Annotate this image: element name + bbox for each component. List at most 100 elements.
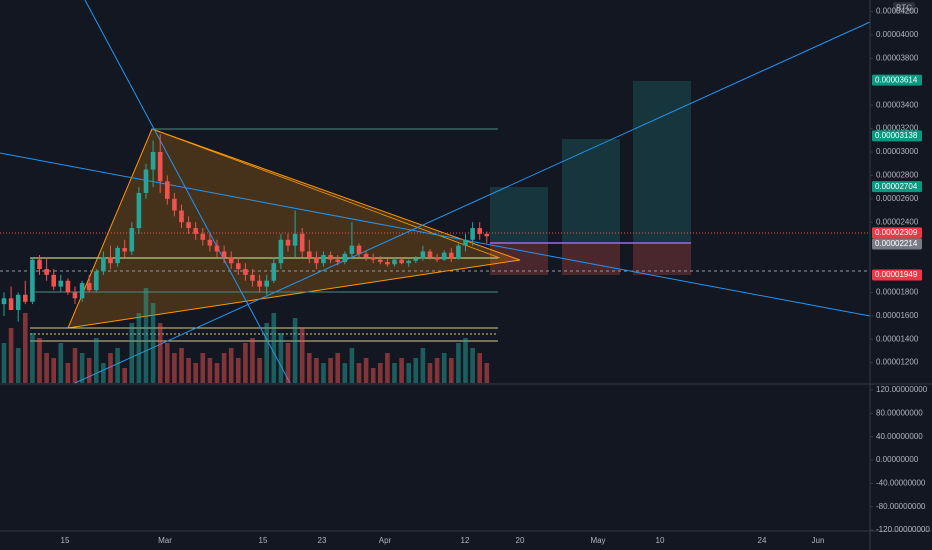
y-tick-label: 0.00004200 [876, 7, 919, 16]
volume-bar [1, 343, 7, 383]
candle-body [150, 152, 156, 170]
y-tick-label: 0.00001600 [876, 311, 919, 320]
price-label: 0.00001949 [875, 270, 918, 279]
candle-body [179, 210, 184, 223]
volume-bar [122, 368, 127, 383]
volume-bar [65, 363, 71, 383]
candle-body [427, 251, 433, 258]
candle-body [434, 257, 440, 260]
candle-body [484, 233, 490, 237]
volume-bar [257, 358, 262, 383]
candle-body [115, 247, 120, 264]
volume-bar [285, 343, 291, 383]
candle-body [406, 260, 411, 264]
y2-tick-label: 40.00000000 [876, 432, 923, 441]
x-tick-label: Mar [158, 536, 172, 545]
volume-bar [179, 348, 184, 383]
candle-body [94, 271, 99, 291]
price-label-bg [872, 181, 922, 193]
candle-body [214, 245, 220, 252]
candle-body [335, 259, 340, 263]
volume-bar [321, 363, 326, 383]
candle-body [392, 259, 397, 265]
volume-bar [278, 333, 284, 383]
volume-bar [441, 353, 447, 383]
volume-bar [370, 368, 376, 383]
volume-bar [136, 313, 142, 383]
stop-zone [633, 243, 691, 275]
volume-bar [470, 348, 475, 383]
volume-bar [143, 288, 149, 383]
volume-bar [484, 363, 490, 383]
volume-bar [363, 358, 369, 383]
volume-bar [406, 363, 411, 383]
volume-bar [207, 358, 213, 383]
stop-zone [490, 243, 548, 275]
candle-body [299, 233, 305, 252]
volume-bar [94, 338, 99, 383]
y-tick-label: 0.00002600 [876, 194, 919, 203]
volume-bar [420, 348, 426, 383]
x-tick-label: 23 [318, 536, 327, 545]
volume-bar [271, 313, 277, 383]
volume-bar [463, 338, 468, 383]
y2-tick-label: 0.00000000 [876, 455, 919, 464]
x-tick-label: Apr [379, 536, 392, 545]
candle-body [307, 251, 312, 258]
candle-body [15, 294, 21, 310]
candle-body [420, 251, 426, 259]
candle-body [108, 257, 113, 264]
volume-bar [292, 318, 298, 383]
candle-body [207, 239, 213, 246]
volume-bar [23, 313, 28, 383]
candle-body [271, 263, 277, 281]
candle-body [321, 254, 326, 264]
volume-bar [342, 363, 348, 383]
volume-bar [250, 338, 255, 383]
volume-bar [378, 363, 383, 383]
candle-body [314, 257, 319, 264]
price-label-bg [872, 238, 922, 250]
volume-bar [51, 358, 56, 383]
volume-bar [356, 363, 362, 383]
candle-body [363, 253, 369, 258]
y-tick-label: 0.00003400 [876, 100, 919, 109]
volume-bar [101, 363, 106, 383]
volume-bar [58, 343, 64, 383]
candle-body [250, 274, 255, 281]
candle-body [23, 294, 28, 302]
volume-bar [115, 348, 120, 383]
y-tick-label: 0.00001200 [876, 358, 919, 367]
y-tick-label: 0.00003800 [876, 54, 919, 63]
candle-body [44, 269, 49, 275]
volume-bar [477, 353, 482, 383]
volume-bar [129, 323, 135, 383]
target-zone [562, 139, 620, 243]
candle-body [37, 259, 42, 270]
volume-bar [200, 353, 206, 383]
candle-body [264, 280, 269, 287]
volume-bar [328, 358, 333, 383]
x-tick-label: Jun [812, 536, 825, 545]
volume-bar [307, 353, 312, 383]
volume-bar [30, 333, 35, 383]
y-tick-label: 0.00003200 [876, 124, 919, 133]
y-tick-label: 0.00002400 [876, 217, 919, 226]
trend-line [74, 21, 871, 384]
volume-bar [150, 303, 156, 383]
candle-body [257, 280, 262, 287]
candle-body [328, 254, 333, 260]
triangle-line [151, 128, 501, 259]
candle-body [172, 198, 177, 211]
volume-bar [193, 363, 198, 383]
volume-bar [449, 358, 454, 383]
candle-body [236, 263, 241, 270]
x-tick-label: 15 [259, 536, 268, 545]
price-label: 0.00002214 [875, 239, 918, 248]
volume-bar [72, 348, 78, 383]
symbol: BTC [896, 4, 912, 13]
volume-bar [37, 338, 42, 383]
volume-bar [79, 353, 85, 383]
candle-body [477, 228, 482, 234]
